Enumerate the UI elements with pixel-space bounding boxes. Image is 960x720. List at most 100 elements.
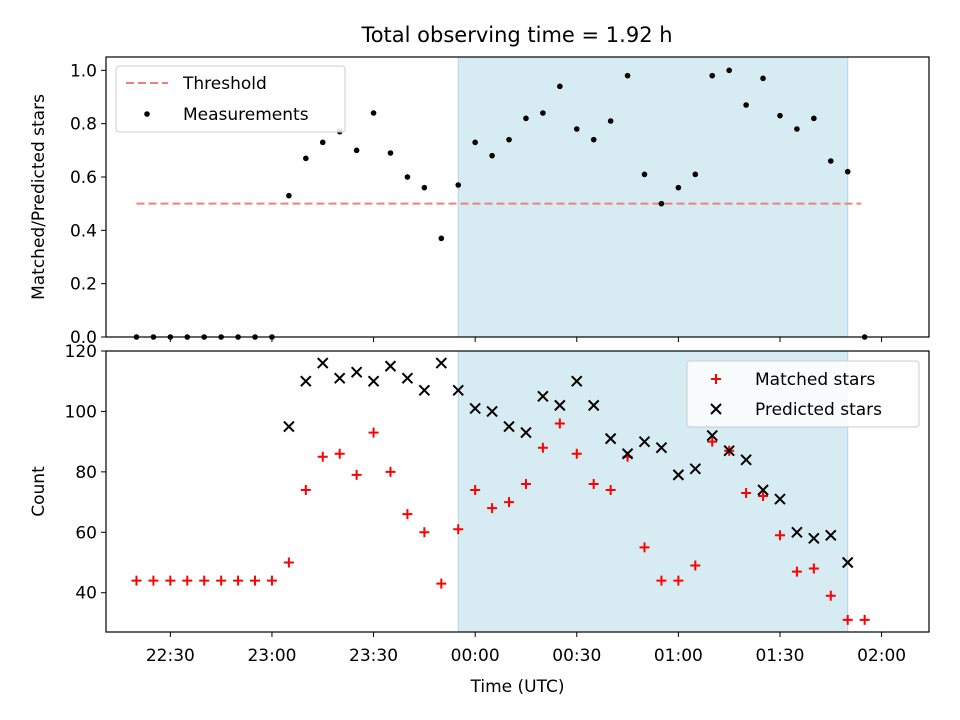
predicted-star-point [350,366,363,378]
predicted-star-point [604,432,617,445]
measurement-point [455,182,462,188]
predicted-star-point [537,390,549,403]
predicted-star-point [723,445,735,457]
predicted-star-point [452,384,464,396]
matched-star-point [317,451,328,462]
matched-star-point [690,560,701,571]
y-tick-label: 60 [75,523,97,543]
matched-star-point [758,491,769,502]
legend-predicted-label: Predicted stars [755,400,882,420]
predicted-star-point [689,463,702,475]
measurement-point [472,139,478,146]
measurement-point [404,174,411,180]
y-tick-label: 0.8 [70,115,97,135]
measurement-point [489,152,495,159]
predicted-star-point [842,556,854,569]
legend: Matched stars Predicted stars [686,360,920,428]
matched-star-point [368,427,379,438]
matched-star-point [605,484,616,495]
predicted-star-point [300,375,312,387]
measurement-point [303,155,309,162]
measurement-point [827,158,834,164]
predicted-star-point [317,357,329,369]
x-tick-label: 23:30 [349,646,398,666]
predicted-star-point [503,420,515,433]
predicted-star-point [435,357,448,369]
y-tick-label: 40 [75,584,97,604]
y-tick-label: 0.0 [70,328,97,348]
matched-star-point [656,575,667,586]
legend-threshold-label: Threshold [182,74,267,94]
matched-star-point [453,524,464,535]
matched-star-point [131,575,142,586]
predicted-star-point [825,529,837,542]
predicted-star-point [638,435,651,448]
measurement-point [709,72,716,79]
measurement-point [641,171,648,178]
measurement-point [353,147,360,154]
measurement-point [777,112,783,119]
matched-star-point [334,448,345,459]
legend-matched-swatch [711,374,721,384]
measurement-point [692,171,699,178]
predicted-star-point [520,426,532,439]
top-panel: 0.0 0.2 0.4 0.6 0.8 1.0 Matched/Predicted star… [29,56,930,348]
predicted-star-point [401,372,414,384]
measurement-point [540,110,546,116]
x-tick-label: 01:30 [755,646,804,666]
measurement-point [794,126,800,132]
measurement-point [607,118,614,124]
legend-measurements-label: Measurements [183,105,309,125]
x-tick-label: 23:00 [247,646,296,666]
predicted-star-point [367,375,380,387]
measurement-point [370,110,377,116]
matched-star-point [487,503,498,514]
predicted-star-point [554,399,566,412]
matched-star-point [537,442,548,453]
measurement-point [387,150,394,156]
matched-star-point [791,566,802,577]
matched-star-point [419,527,430,538]
predicted-star-point [774,493,786,505]
y-tick-label: 0.6 [70,168,97,188]
matched-star-point [300,484,311,495]
y-tick-label: 80 [75,463,97,483]
predicted-star-point [791,526,803,538]
matched-star-point [707,436,718,447]
matched-star-point [470,484,481,495]
measurement-point [844,168,851,175]
bottom-panel: 40 60 80 100 120 22:30 23:00 23:30 00:00 00:30 01:… [29,342,930,697]
predicted-star-point [587,399,600,412]
y-tick-label: 100 [65,402,97,422]
matched-star-point [250,575,261,586]
predicted-star-point [571,375,583,387]
y-axis-label: Matched/Predicted stars [29,94,49,300]
measurement-point [590,136,597,143]
legend-measurement-swatch [144,111,150,117]
y-tick-label: 0.4 [70,221,97,241]
figure-title: Total observing time = 1.92 h [360,23,672,47]
predicted-star-point [672,469,685,481]
legend-matched-label: Matched stars [755,370,875,390]
matched-star-point [774,530,785,541]
predicted-star-point [757,484,769,496]
matched-star-point [741,488,752,499]
x-tick-label: 22:30 [146,646,195,666]
legend: Threshold Measurements [115,65,346,133]
predicted-star-point [706,429,718,442]
measurement-point [557,83,563,90]
matched-star-point [554,418,565,429]
predicted-star-point [283,420,295,433]
predicted-star-point [621,448,634,460]
matched-star-point [571,448,582,459]
matched-star-point [588,478,599,489]
matched-star-point [436,578,447,589]
matched-star-point [283,557,294,568]
measurement-point [319,139,326,146]
measurement-point [675,184,682,191]
measurement-point [726,67,732,74]
matched-star-point [842,614,853,625]
matched-star-point [165,575,176,586]
matched-star-point [351,469,362,480]
